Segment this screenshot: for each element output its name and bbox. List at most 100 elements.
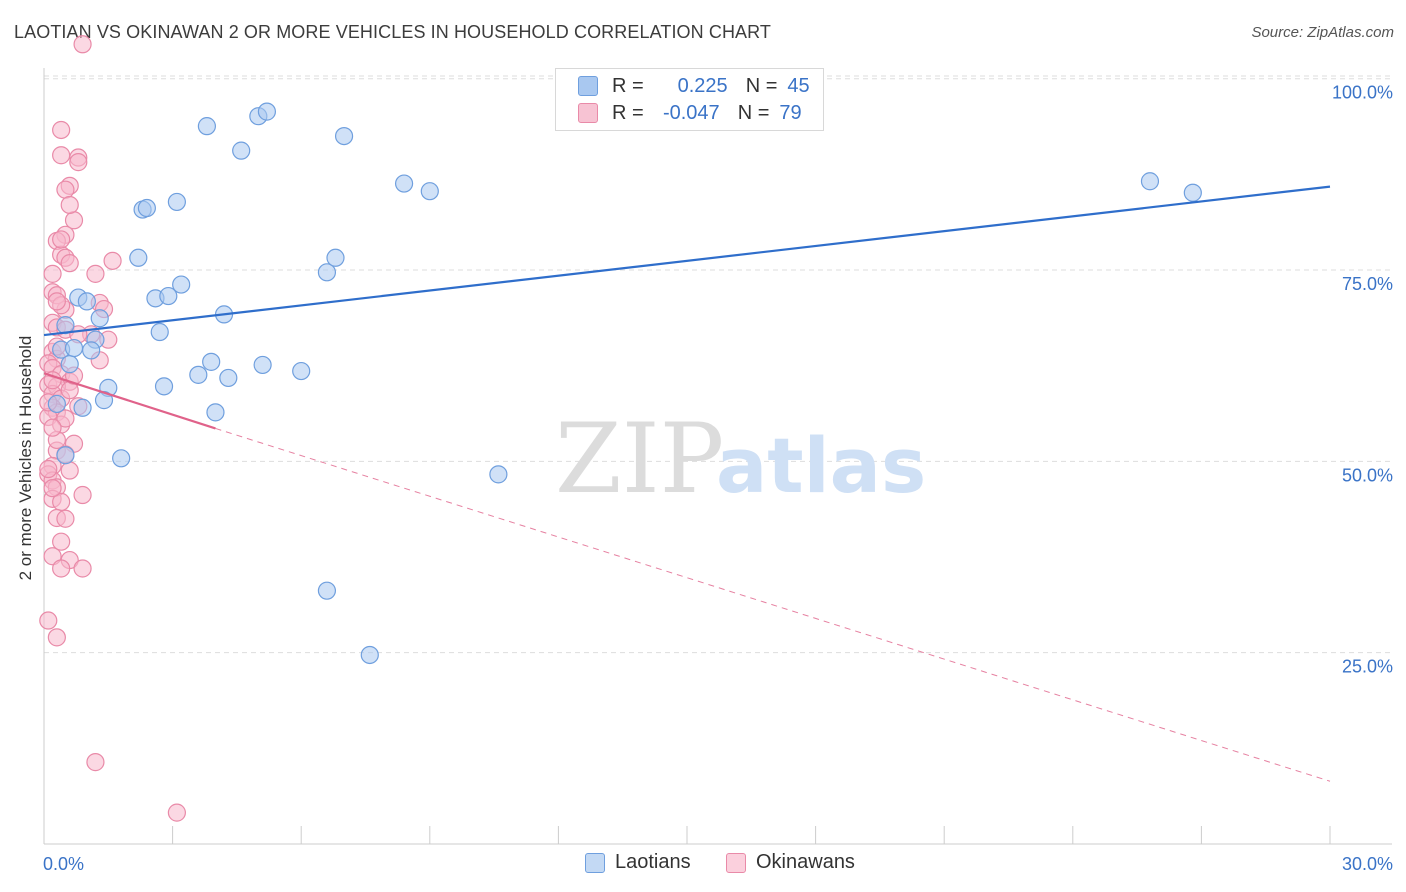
okinawan-point-76[interactable] (52, 532, 71, 551)
laotian-points (47, 102, 1202, 665)
laotian-point-40[interactable] (47, 394, 66, 414)
laotian-point-39[interactable] (1183, 183, 1202, 202)
okinawan-trend-line-solid (43, 372, 216, 430)
okinawan-point-46[interactable] (73, 485, 92, 505)
okinawan-point-4[interactable] (69, 153, 88, 172)
laotian-point-36[interactable] (420, 182, 439, 201)
laotian-point-37[interactable] (489, 465, 508, 484)
okinawan-point-13[interactable] (103, 251, 122, 270)
laotian-point-16[interactable] (159, 286, 178, 306)
watermark-atlas: atlas (716, 421, 926, 510)
okinawan-trend-line-dashed (215, 427, 1331, 782)
laotian-point-12[interactable] (137, 198, 156, 218)
y-axis-label: 2 or more Vehicles in Household (16, 335, 35, 581)
okinawan-point-50[interactable] (56, 509, 75, 528)
y-tick-label-3: 100.0% (1332, 83, 1393, 103)
laotian-point-29[interactable] (292, 361, 311, 381)
okinawan-r-value: -0.047 (662, 101, 720, 124)
legend-item-laotians[interactable]: Laotians (585, 851, 691, 874)
stats-legend: R = 0.225 N = 45 R = -0.047 N = 79 (555, 68, 824, 131)
laotian-point-25[interactable] (232, 141, 251, 160)
legend-row-laotian: R = 0.225 N = 45 (578, 73, 810, 99)
legend-item-okinawans[interactable]: Okinawans (726, 851, 855, 874)
okinawan-point-59[interactable] (39, 459, 58, 479)
laotian-point-21[interactable] (202, 352, 221, 371)
laotian-point-3[interactable] (64, 338, 84, 358)
laotian-r-label: R = (612, 74, 644, 97)
laotian-n-label: N = (745, 74, 778, 97)
laotian-point-31[interactable] (326, 248, 345, 267)
okinawans-legend-label: Okinawans (756, 851, 855, 873)
laotians-legend-swatch (585, 852, 605, 873)
laotian-point-19[interactable] (189, 365, 208, 384)
okinawan-point-1[interactable] (52, 120, 71, 140)
chart-title: LAOTIAN VS OKINAWAN 2 OR MORE VEHICLES I… (14, 22, 772, 42)
y-tick-label-1: 50.0% (1342, 465, 1393, 485)
laotian-point-42[interactable] (82, 341, 101, 360)
okinawan-point-58[interactable] (167, 803, 186, 822)
y-tick-label-0: 25.0% (1342, 657, 1393, 677)
laotian-point-14[interactable] (150, 322, 169, 342)
okinawan-n-label: N = (737, 101, 770, 124)
laotian-r-value: 0.225 (677, 74, 728, 97)
okinawan-point-57[interactable] (86, 753, 105, 772)
laotian-point-35[interactable] (394, 174, 414, 193)
laotian-point-20[interactable] (197, 117, 216, 136)
okinawan-point-60[interactable] (43, 371, 62, 390)
laotian-trend-line (43, 185, 1331, 337)
okinawan-point-53[interactable] (52, 559, 71, 578)
laotian-point-15[interactable] (154, 377, 174, 396)
laotian-point-5[interactable] (77, 292, 96, 311)
grid-lines (44, 75, 1392, 654)
series-legend: Laotians Okinawans (0, 851, 1406, 879)
laotian-point-24[interactable] (219, 368, 238, 388)
okinawan-point-68[interactable] (60, 195, 79, 215)
laotian-point-32[interactable] (334, 126, 354, 146)
watermark: ZIP atlas (555, 403, 926, 515)
laotian-point-34[interactable] (360, 645, 379, 665)
laotian-point-38[interactable] (1140, 172, 1160, 191)
okinawans-legend-swatch (726, 852, 746, 873)
okinawan-point-14[interactable] (86, 264, 105, 283)
okinawan-r-label: R = (612, 101, 644, 124)
laotian-point-33[interactable] (317, 581, 337, 600)
laotian-point-7[interactable] (90, 309, 109, 328)
laotian-point-10[interactable] (129, 248, 148, 267)
x-tick-label-min: 0.0% (43, 854, 84, 874)
laotian-n-value: 45 (787, 74, 810, 97)
okinawan-swatch (578, 103, 598, 123)
okinawan-n-value: 79 (779, 101, 802, 124)
okinawan-point-56[interactable] (47, 628, 66, 647)
y-tick-label-2: 75.0% (1342, 274, 1393, 294)
okinawan-point-55[interactable] (39, 611, 58, 630)
laotian-point-43[interactable] (73, 398, 92, 417)
okinawan-point-12[interactable] (60, 254, 79, 273)
tick-labels: 25.0% 50.0% 75.0% 100.0% 0.0% 30.0% (43, 83, 1393, 874)
okinawan-point-62[interactable] (56, 409, 75, 428)
okinawan-point-67[interactable] (52, 230, 71, 249)
okinawan-point-54[interactable] (73, 559, 92, 578)
okinawan-point-75[interactable] (43, 479, 62, 498)
okinawan-points (39, 35, 186, 822)
okinawan-point-0[interactable] (73, 35, 92, 54)
okinawan-point-70[interactable] (43, 418, 62, 437)
laotian-point-41[interactable] (56, 446, 75, 465)
laotian-point-18[interactable] (172, 275, 191, 294)
laotian-point-44[interactable] (112, 449, 131, 468)
laotian-point-2[interactable] (60, 355, 79, 374)
laotian-point-22[interactable] (206, 403, 225, 422)
x-tick-label-max: 30.0% (1342, 854, 1393, 874)
laotian-point-30[interactable] (317, 263, 337, 282)
okinawan-point-2[interactable] (52, 146, 71, 165)
okinawan-point-66[interactable] (43, 264, 62, 283)
watermark-zip: ZIP (555, 403, 724, 515)
okinawan-point-77[interactable] (60, 461, 79, 480)
laotian-point-17[interactable] (167, 192, 186, 212)
laotian-point-28[interactable] (253, 355, 272, 375)
source-label: Source: ZipAtlas.com (1251, 24, 1394, 41)
okinawan-point-6[interactable] (56, 180, 75, 199)
trend-lines (43, 185, 1331, 782)
legend-row-okinawan: R = -0.047 N = 79 (578, 100, 802, 126)
okinawan-point-78[interactable] (47, 292, 66, 311)
laotian-point-27[interactable] (257, 102, 277, 121)
